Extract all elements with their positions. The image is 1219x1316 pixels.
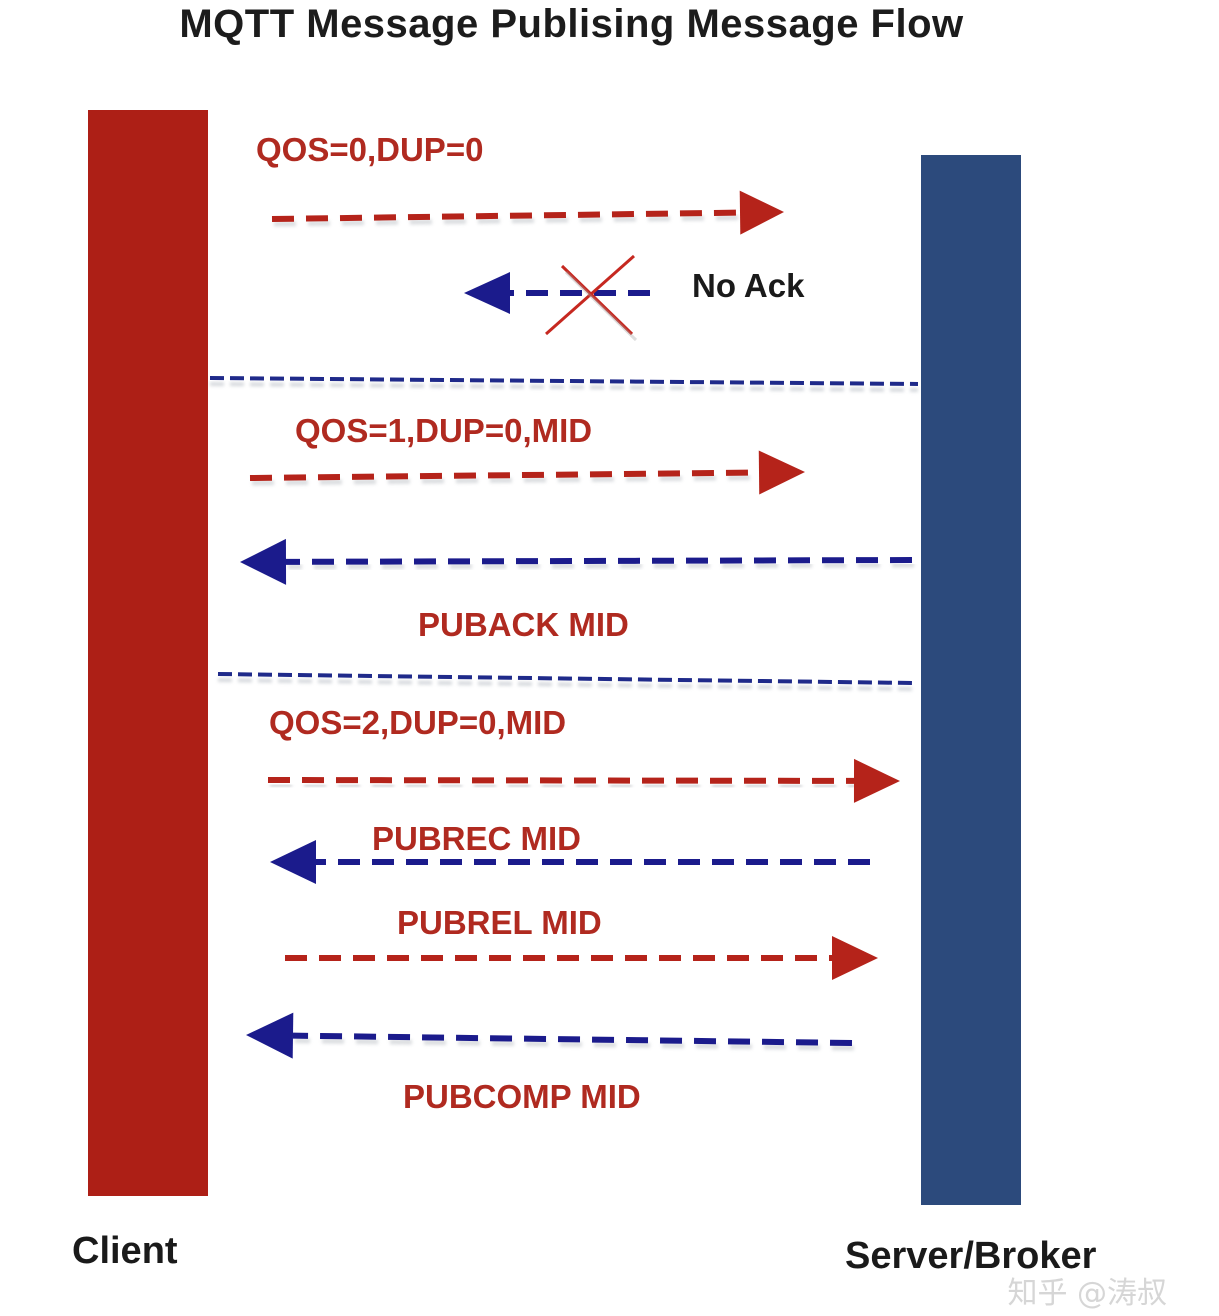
qos2-publish-arrow-shadow <box>269 782 857 789</box>
separator-1 <box>209 376 919 386</box>
pubcomp-label: PUBCOMP MID <box>403 1078 641 1115</box>
puback-arrow-line <box>285 557 913 565</box>
pubrec-label: PUBREC MID <box>372 820 582 857</box>
cross-stroke-2 <box>545 254 635 336</box>
client-lifeline <box>88 110 208 1196</box>
pubcomp-arrow-line <box>292 1032 853 1046</box>
pubcomp-arrow-shadow <box>294 1038 855 1051</box>
separator-2 <box>217 672 915 685</box>
puback-arrow-shadow <box>287 562 915 570</box>
qos1-publish-arrow-line <box>249 469 760 481</box>
qos0-publish-arrow-head <box>739 190 784 235</box>
qos1-label: QOS=1,DUP=0,MID <box>295 412 593 449</box>
server-label: Server/Broker <box>845 1235 1097 1277</box>
server-lifeline <box>921 155 1021 1205</box>
puback-arrow-head <box>240 538 287 585</box>
pubcomp-arrow-head <box>246 1012 294 1059</box>
separator-2-shadow <box>217 678 915 691</box>
qos0-publish-arrow-shadow <box>273 215 743 227</box>
cross-shadow <box>564 270 638 342</box>
watermark: 知乎 @涛叔 <box>1007 1276 1167 1311</box>
cross-stroke-1 <box>560 264 634 336</box>
pubrec-arrow-head <box>270 840 316 884</box>
qos1-publish-arrow-shadow <box>251 474 762 486</box>
separator-1-shadow <box>209 382 919 392</box>
pubrel-arrow-head <box>832 936 878 980</box>
qos2-label: QOS=2,DUP=0,MID <box>269 704 567 741</box>
pubrel-label: PUBREL MID <box>397 904 602 941</box>
qos2-publish-arrow-head <box>853 758 900 803</box>
qos0-publish-arrow-line <box>271 209 741 222</box>
qos0-label: QOS=0,DUP=0 <box>256 131 484 168</box>
no-ack-arrow-head <box>464 272 510 314</box>
puback-label: PUBACK MID <box>418 606 629 643</box>
client-label: Client <box>72 1230 178 1272</box>
qos1-publish-arrow-head <box>758 450 805 495</box>
no-ack-label: No Ack <box>692 267 805 304</box>
qos2-publish-arrow-line <box>267 777 855 784</box>
diagram-title: MQTT Message Publising Message Flow <box>179 2 964 46</box>
